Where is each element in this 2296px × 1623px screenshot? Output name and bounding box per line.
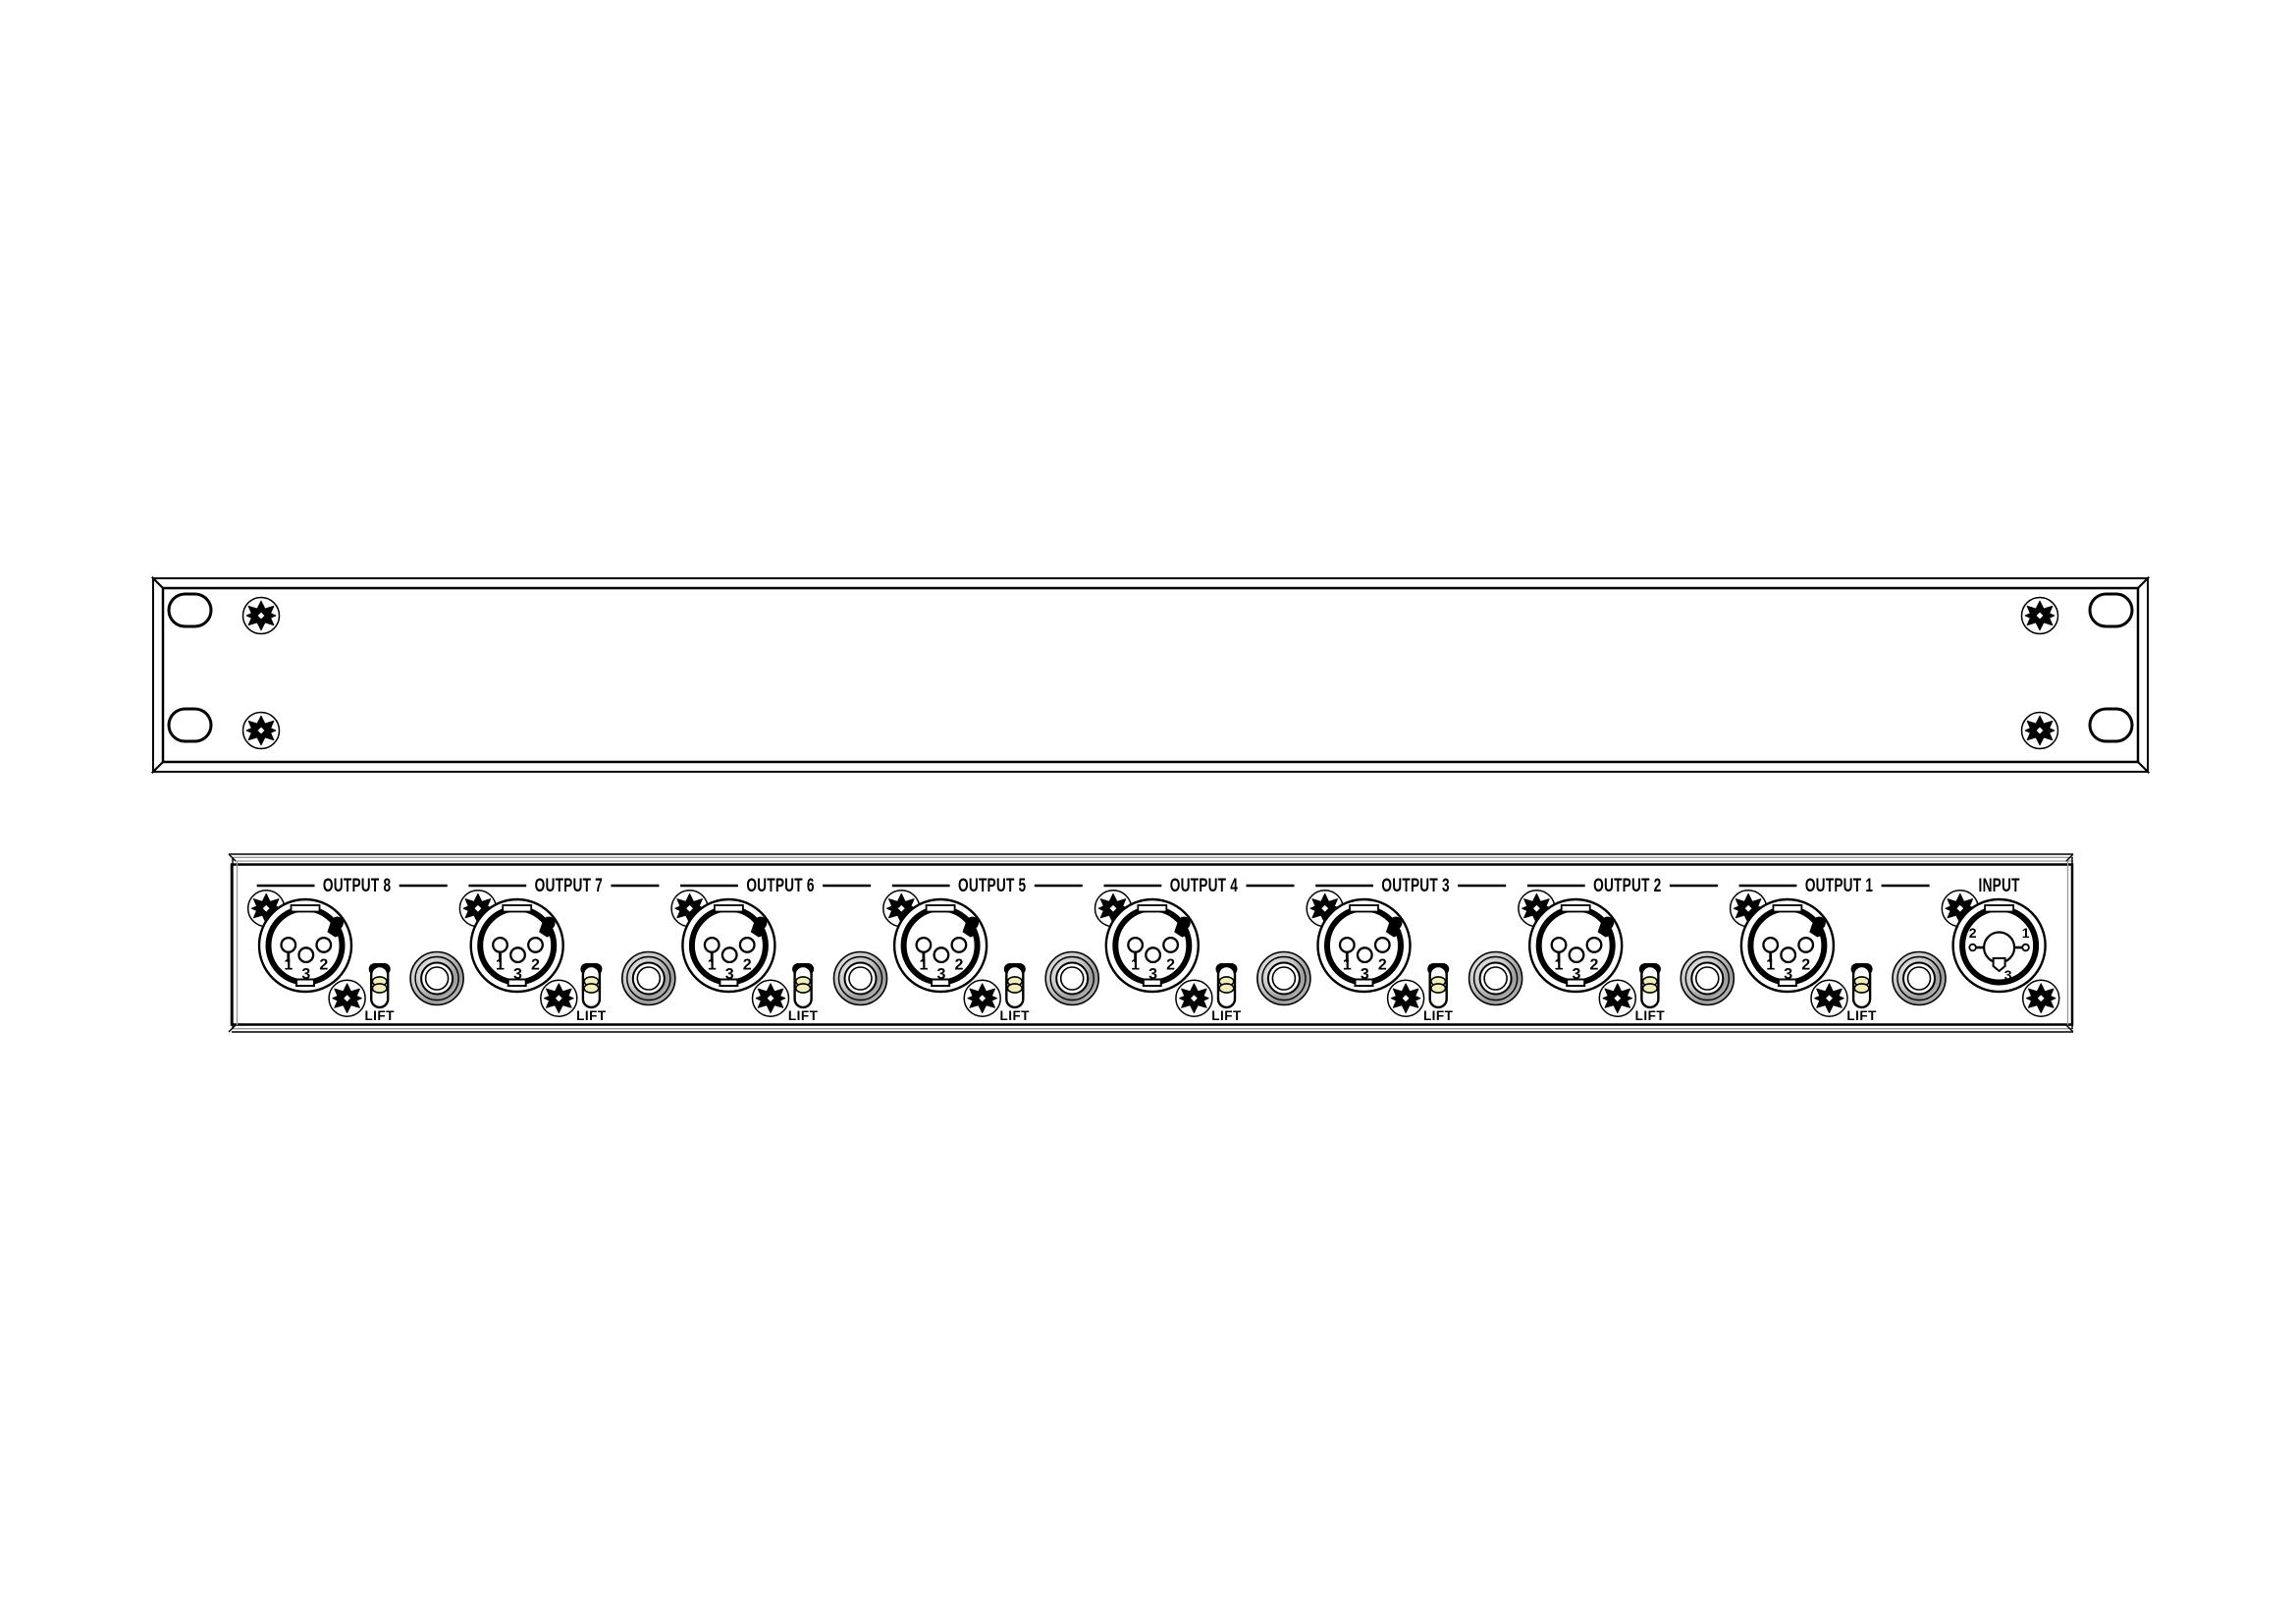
svg-text:2: 2 [1969, 925, 1977, 941]
svg-text:OUTPUT 7: OUTPUT 7 [535, 875, 603, 896]
svg-text:3: 3 [2004, 967, 2012, 983]
svg-text:1: 1 [2022, 925, 2030, 941]
svg-text:OUTPUT 4: OUTPUT 4 [1170, 875, 1239, 896]
svg-text:OUTPUT 8: OUTPUT 8 [323, 875, 391, 896]
svg-text:OUTPUT 1: OUTPUT 1 [1805, 875, 1873, 896]
svg-text:INPUT: INPUT [1979, 875, 2020, 896]
svg-text:OUTPUT 3: OUTPUT 3 [1381, 875, 1449, 896]
svg-text:OUTPUT 5: OUTPUT 5 [958, 875, 1026, 896]
svg-text:OUTPUT 2: OUTPUT 2 [1593, 875, 1661, 896]
svg-text:OUTPUT 6: OUTPUT 6 [746, 875, 814, 896]
